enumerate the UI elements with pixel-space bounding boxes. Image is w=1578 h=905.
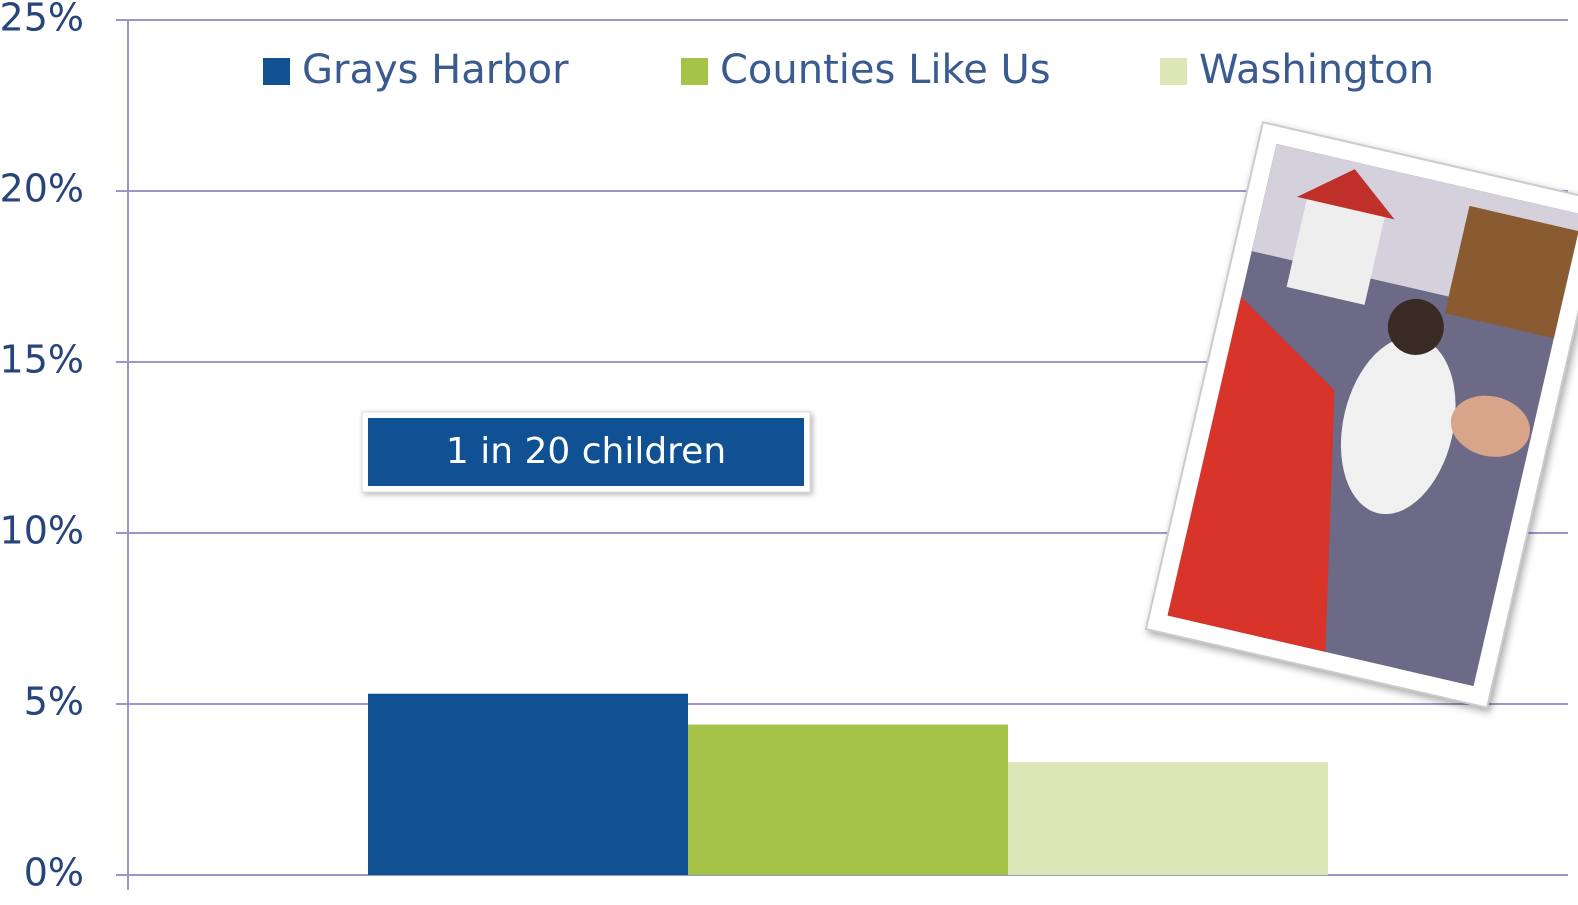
annotation-box: 1 in 20 children	[362, 412, 810, 492]
y-tick-label: 5%	[24, 680, 84, 724]
legend-swatch	[681, 58, 708, 85]
legend-swatch	[263, 58, 290, 85]
legend-swatch	[1160, 58, 1187, 85]
y-tick-label: 20%	[0, 167, 84, 211]
y-tick-label: 25%	[0, 0, 84, 40]
legend-label: Counties Like Us	[720, 47, 1051, 93]
chart: 0% 5% 10% 15% 20% 25% Grays Harbor Counties Lik…	[0, 0, 1578, 901]
bar	[1008, 762, 1328, 875]
photo	[1146, 122, 1578, 707]
legend-label: Grays Harbor	[302, 47, 569, 93]
legend-label: Washington	[1199, 47, 1434, 93]
annotation-text: 1 in 20 children	[446, 431, 726, 472]
bar	[368, 694, 688, 875]
y-tick-label: 15%	[0, 338, 84, 382]
y-tick-label: 10%	[0, 509, 84, 553]
y-tick-label: 0%	[24, 851, 84, 895]
page: 0% 5% 10% 15% 20% 25% Grays Harbor Counties Lik…	[0, 0, 1578, 901]
bar	[688, 725, 1008, 875]
